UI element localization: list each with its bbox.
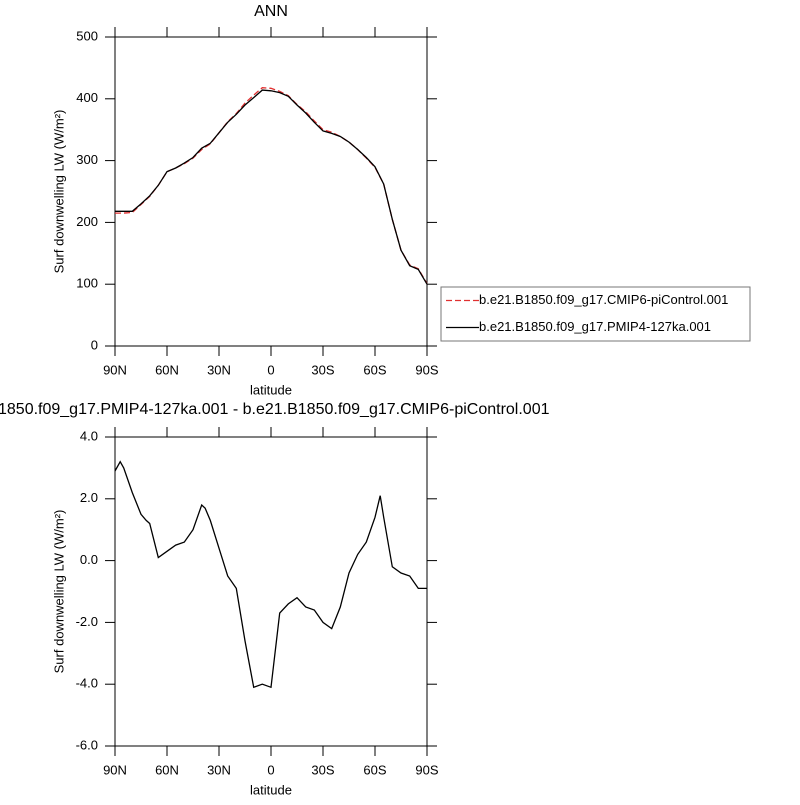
y-tick-label: 0 — [91, 337, 98, 352]
x-tick-label: 0 — [267, 762, 274, 777]
y-tick-label: -4.0 — [76, 676, 98, 691]
y-tick-label: -2.0 — [76, 614, 98, 629]
data-line — [114, 460, 427, 689]
y-tick-label: 2.0 — [80, 490, 98, 505]
y-tick-label: 4.0 — [80, 428, 98, 443]
x-axis-label: latitude — [250, 382, 292, 397]
chart-title: ANN — [254, 3, 288, 20]
x-tick-label: 30N — [207, 762, 231, 777]
data-line — [115, 89, 428, 285]
data-line — [115, 87, 428, 284]
x-tick-label: 90N — [103, 762, 127, 777]
legend-box — [440, 286, 751, 342]
plot-frame — [114, 36, 428, 347]
legend-label: b.e21.B1850.f09_g17.PMIP4-127ka.001 — [479, 319, 711, 334]
x-tick-label: 90S — [415, 362, 438, 377]
x-tick-label: 60N — [155, 762, 179, 777]
x-tick-label: 90N — [103, 362, 127, 377]
y-axis-label: Surf downwelling LW (W/m²) — [51, 510, 66, 674]
x-tick-label: 60S — [363, 362, 386, 377]
x-tick-label: 60S — [363, 762, 386, 777]
legend-label: b.e21.B1850.f09_g17.CMIP6-piControl.001 — [479, 292, 728, 307]
plot-frame — [114, 436, 428, 747]
y-tick-label: 200 — [76, 214, 98, 229]
x-tick-label: 60N — [155, 362, 179, 377]
x-axis-label: latitude — [250, 782, 292, 797]
x-tick-label: 0 — [267, 362, 274, 377]
x-tick-label: 30N — [207, 362, 231, 377]
y-tick-label: 400 — [76, 90, 98, 105]
chart-title: 1850.f09_g17.PMIP4-127ka.001 - b.e21.B18… — [0, 401, 550, 418]
x-tick-label: 30S — [311, 362, 334, 377]
y-tick-label: 500 — [76, 28, 98, 43]
y-tick-label: 0.0 — [80, 552, 98, 567]
x-tick-label: 90S — [415, 762, 438, 777]
y-tick-label: -6.0 — [76, 737, 98, 752]
y-tick-label: 300 — [76, 152, 98, 167]
y-tick-label: 100 — [76, 276, 98, 291]
y-axis-label: Surf downwelling LW (W/m²) — [51, 110, 66, 274]
x-tick-label: 30S — [311, 762, 334, 777]
